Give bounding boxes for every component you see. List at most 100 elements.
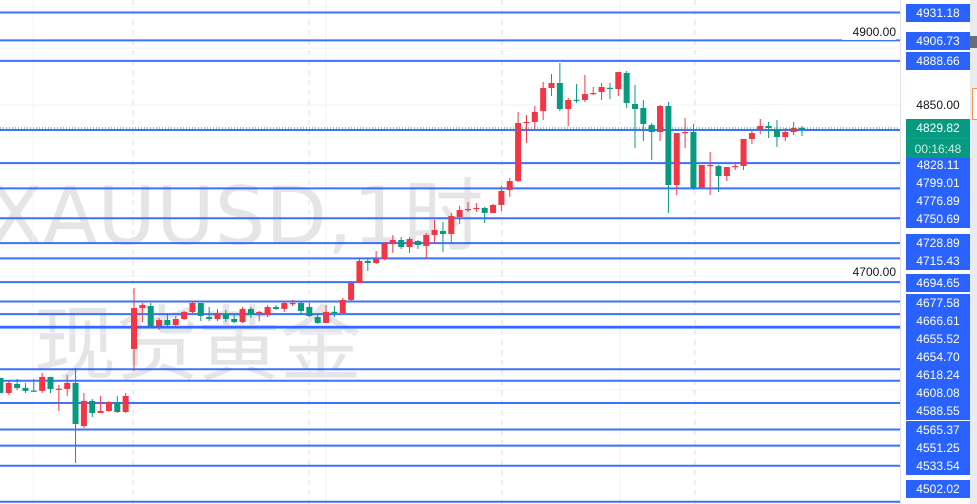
candle-body: [281, 303, 288, 309]
candle-body: [606, 87, 613, 89]
candle-body: [139, 304, 146, 309]
bar-countdown: 00:16:48: [906, 138, 970, 159]
candle-body: [498, 190, 505, 205]
candle-body: [506, 181, 513, 191]
candle-body: [381, 243, 388, 260]
candle-body: [339, 299, 346, 314]
candle-body: [206, 317, 213, 319]
candle-body: [707, 164, 714, 167]
current-price-value: 4829.82: [916, 121, 960, 135]
candle-body: [131, 308, 137, 349]
level-price-label[interactable]: 4551.25: [906, 439, 970, 457]
candle-body: [373, 259, 380, 264]
level-price-label[interactable]: 4565.37: [906, 421, 970, 439]
level-price-label[interactable]: 4618.24: [906, 366, 970, 384]
alert-marker[interactable]: [972, 88, 977, 120]
level-price-label[interactable]: 4588.55: [906, 402, 970, 420]
level-price-label[interactable]: 4799.01: [906, 174, 970, 192]
level-price-label[interactable]: 4655.52: [906, 330, 970, 348]
candle-body: [732, 165, 739, 168]
candle-body: [122, 395, 129, 413]
candle-body: [239, 308, 246, 323]
candle-body: [581, 94, 588, 100]
candle-body: [314, 317, 321, 323]
candle-body: [673, 133, 680, 186]
candle-body: [289, 303, 296, 305]
candle-body: [272, 307, 279, 309]
candle-body: [97, 410, 104, 414]
candlestick-chart[interactable]: XAUUSD,1时 现货黄金 4900.00 4700.00: [0, 0, 900, 504]
candle-body: [214, 313, 221, 319]
candle-body: [147, 305, 154, 327]
candle-body: [590, 93, 597, 95]
candle-body: [515, 123, 522, 182]
candle-body: [89, 400, 96, 414]
candle-body: [14, 383, 21, 388]
candle-body: [0, 377, 4, 393]
candle-body: [256, 312, 263, 314]
candle-body: [22, 387, 29, 391]
candle-body: [398, 239, 405, 248]
level-price-label[interactable]: 4750.69: [906, 210, 970, 228]
watermark-symbol: XAUUSD,1时: [0, 170, 484, 263]
level-price-label[interactable]: 4931.18: [906, 4, 970, 22]
candle-body: [523, 121, 530, 124]
level-price-label[interactable]: 4828.11: [906, 156, 970, 174]
candle-body: [189, 303, 196, 313]
level-price-label[interactable]: 4654.70: [906, 348, 970, 366]
candle-body: [748, 133, 755, 139]
level-price-label[interactable]: 4906.73: [906, 32, 970, 50]
candle-body: [30, 390, 37, 392]
candle-body: [247, 308, 254, 315]
candle-body: [197, 303, 204, 317]
right-side-strip: [970, 0, 977, 504]
candle-body: [773, 129, 780, 138]
candle-body: [348, 282, 355, 300]
candle-body: [80, 400, 87, 427]
candle-body: [55, 388, 62, 390]
candle-body: [565, 99, 572, 109]
price-axis[interactable]: 4850.00 4931.18 4906.73 4888.66 4828.11 4799…: [900, 0, 971, 504]
candle-body: [765, 125, 772, 129]
level-price-label[interactable]: 4728.89: [906, 234, 970, 252]
current-price-label: 4829.82 00:16:48: [906, 119, 970, 158]
candle-body: [364, 260, 371, 264]
candle-body: [782, 132, 789, 138]
candle-body: [623, 72, 630, 103]
candle-body: [448, 216, 455, 235]
candle-body: [556, 82, 563, 109]
level-price-label[interactable]: 4677.58: [906, 294, 970, 312]
level-price-label[interactable]: 4694.65: [906, 274, 970, 292]
scroll-marker: [970, 36, 977, 48]
level-price-label[interactable]: 4533.54: [906, 457, 970, 475]
candle-body: [414, 241, 421, 245]
axis-tick-4850: 4850.00: [916, 98, 960, 112]
candle-body: [114, 401, 121, 413]
plot-area: [0, 0, 900, 504]
candle-body: [490, 204, 497, 213]
candle-body: [548, 82, 555, 89]
candle-body: [790, 128, 797, 133]
level-price-label[interactable]: 4608.08: [906, 384, 970, 402]
candle-body: [264, 307, 271, 315]
candle-body: [389, 239, 396, 243]
candle-body: [657, 106, 664, 133]
level-price-label[interactable]: 4666.61: [906, 312, 970, 330]
level-price-label[interactable]: 4715.43: [906, 252, 970, 270]
candle-body: [306, 307, 313, 317]
candle-body: [465, 208, 471, 211]
candle-body: [715, 165, 722, 177]
candle-body: [640, 107, 647, 125]
level-price-label[interactable]: 4776.89: [906, 192, 970, 210]
candle-body: [439, 230, 446, 235]
candle-body: [356, 260, 363, 283]
candle-body: [331, 311, 338, 313]
candle-body: [598, 86, 605, 93]
candle-body: [740, 138, 747, 166]
level-price-label[interactable]: 4502.02: [906, 480, 970, 498]
candle-body: [323, 312, 330, 323]
level-price-label[interactable]: 4888.66: [906, 52, 970, 70]
candle-body: [222, 313, 229, 319]
axis-tick-4700: 4700.00: [842, 264, 896, 280]
candle-body: [540, 88, 547, 112]
